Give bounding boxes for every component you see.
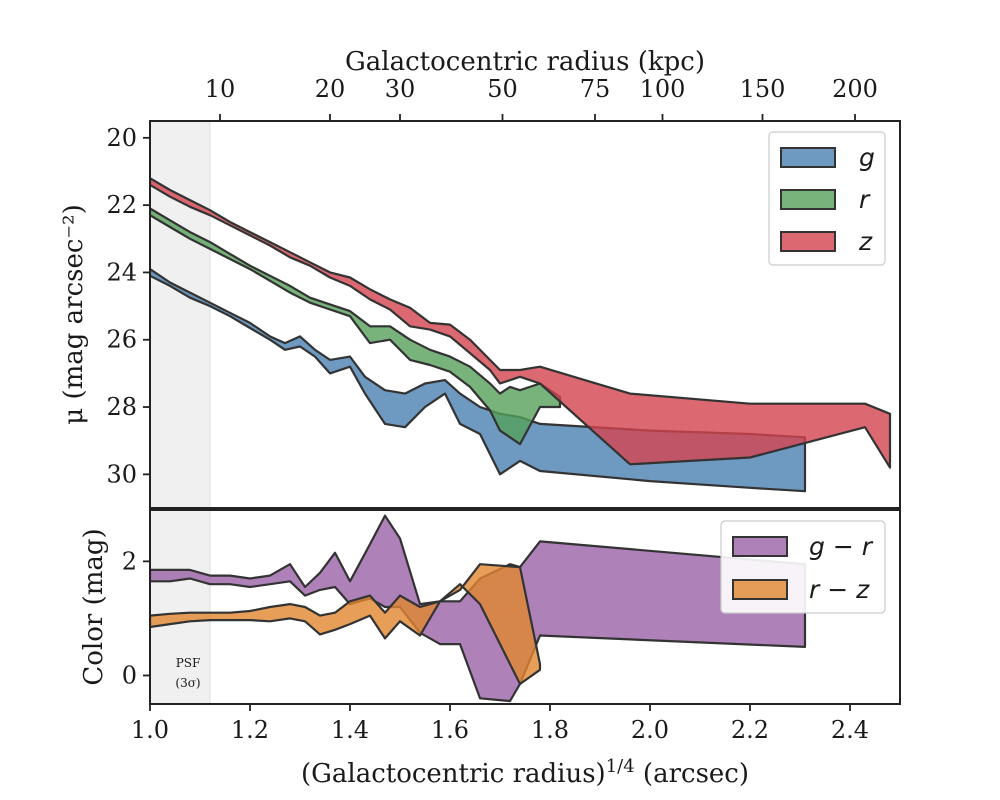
color-axis-title: Color (mag) xyxy=(79,528,109,685)
xtick-label: 1.0 xyxy=(131,716,169,744)
kpc-tick-label: 10 xyxy=(205,75,236,103)
mu-ytick-label: 24 xyxy=(106,258,137,286)
legend-swatch-g xyxy=(780,147,836,168)
kpc-tick-label: 200 xyxy=(832,75,878,103)
kpc-tick-label: 50 xyxy=(487,75,518,103)
top-axis-title: Galactocentric radius (kpc) xyxy=(345,47,705,77)
kpc-tick-label: 150 xyxy=(740,75,786,103)
xtick-label: 2.4 xyxy=(831,716,869,744)
xtick-label: 1.2 xyxy=(231,716,269,744)
mu-band-r xyxy=(150,207,562,446)
kpc-tick-label: 20 xyxy=(315,75,346,103)
mu-ytick-label: 20 xyxy=(106,124,137,152)
psf-annotation-line1: PSF xyxy=(176,656,201,670)
color-band-rz xyxy=(150,563,542,686)
xtick-label: 1.6 xyxy=(431,716,469,744)
color-ytick-label: 0 xyxy=(122,661,137,689)
legend-swatch-color-gr xyxy=(732,536,788,557)
mu-ytick-label: 22 xyxy=(106,191,137,219)
top-panel-frame xyxy=(149,120,901,509)
psf-annotation-line2: (3σ) xyxy=(175,676,200,690)
kpc-tick-label: 30 xyxy=(385,75,416,103)
legend-swatch-z xyxy=(780,231,836,252)
mu-ytick-label: 28 xyxy=(106,393,137,421)
legend-label-color-rz: r − z xyxy=(809,575,870,604)
mu-ytick-label: 30 xyxy=(106,460,137,488)
legend-swatch-r xyxy=(780,189,836,210)
x-axis-title: (Galactocentric radius)1/4 (arcsec) xyxy=(301,756,749,789)
legend-swatch-color-rz xyxy=(732,579,788,600)
mu-axis-title: μ (mag arcsec⁻²) xyxy=(59,204,89,424)
mu-ytick-label: 26 xyxy=(106,326,137,354)
xtick-label: 2.2 xyxy=(731,716,769,744)
xtick-label: 2.0 xyxy=(631,716,669,744)
color-ytick-label: 2 xyxy=(122,547,137,575)
legend-label-r: r xyxy=(859,185,871,214)
xtick-label: 1.4 xyxy=(331,716,369,744)
legend-label-z: z xyxy=(858,227,873,256)
psf-region-bottom xyxy=(150,510,210,704)
legend-label-g: g xyxy=(859,143,875,172)
mu-band-z xyxy=(150,177,892,469)
legend-label-color-gr: g − r xyxy=(809,532,874,561)
color-band-gr xyxy=(150,514,807,703)
xtick-label: 1.8 xyxy=(531,716,569,744)
kpc-tick-label: 100 xyxy=(640,75,686,103)
bottom-panel-frame xyxy=(149,509,901,705)
psf-region-top xyxy=(150,121,210,508)
kpc-tick-label: 75 xyxy=(580,75,611,103)
